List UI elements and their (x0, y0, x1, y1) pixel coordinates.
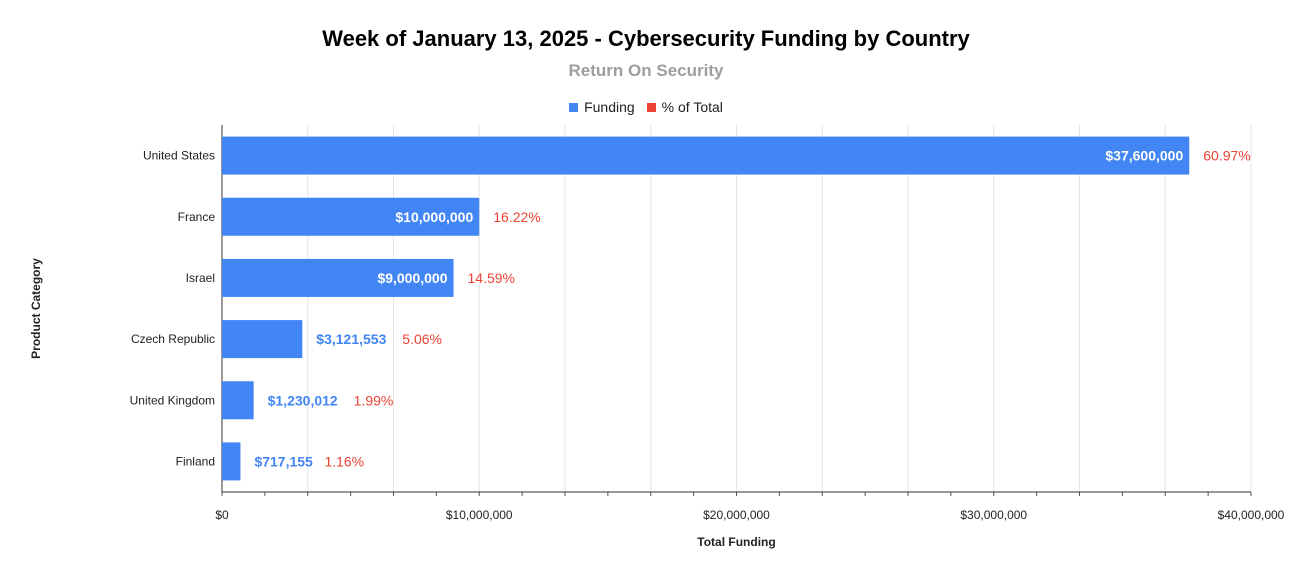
x-tick-label: $40,000,000 (1218, 508, 1285, 522)
bar-value-label: $3,121,553 (316, 331, 386, 347)
bar-value-label: $9,000,000 (377, 270, 447, 286)
y-tick-label: United Kingdom (130, 393, 215, 407)
legend-swatch-percent (646, 102, 656, 112)
x-tick-label: $10,000,000 (446, 508, 513, 522)
bar (222, 320, 303, 359)
percent-label: 1.16% (324, 453, 364, 469)
percent-label: 5.06% (402, 331, 442, 347)
bar (222, 136, 1190, 175)
legend-label-funding: Funding (584, 99, 635, 115)
x-tick-label: $30,000,000 (960, 508, 1027, 522)
percent-label: 14.59% (468, 270, 515, 286)
legend-item-percent: % of Total (646, 99, 723, 115)
percent-label: 60.97% (1203, 148, 1250, 164)
x-axis-title: Total Funding (697, 535, 775, 549)
bar (222, 258, 454, 297)
chart-title: Week of January 13, 2025 - Cybersecurity… (322, 26, 970, 51)
bar (222, 381, 254, 420)
x-tick-label: $20,000,000 (703, 508, 770, 522)
y-tick-label: Finland (176, 454, 215, 468)
y-tick-label: Czech Republic (131, 332, 215, 346)
bar-value-label: $717,155 (254, 453, 313, 469)
legend-item-funding: Funding (569, 99, 635, 115)
chart-subtitle: Return On Security (568, 61, 724, 80)
x-tick-label: $0 (215, 508, 229, 522)
bar-value-label: $37,600,000 (1105, 148, 1183, 164)
bar-value-label: $10,000,000 (395, 209, 473, 225)
bar (222, 197, 480, 236)
bar-value-label: $1,230,012 (268, 392, 338, 408)
bar (222, 442, 241, 481)
legend-swatch-funding (569, 102, 579, 112)
chart-legend: Funding % of Total (0, 99, 1292, 115)
percent-label: 1.99% (354, 392, 394, 408)
y-tick-label: Israel (186, 271, 215, 285)
legend-label-percent: % of Total (661, 99, 723, 115)
y-tick-label: United States (143, 149, 215, 163)
percent-label: 16.22% (493, 209, 540, 225)
y-axis-title: Product Category (29, 258, 43, 359)
y-tick-label: France (178, 210, 216, 224)
